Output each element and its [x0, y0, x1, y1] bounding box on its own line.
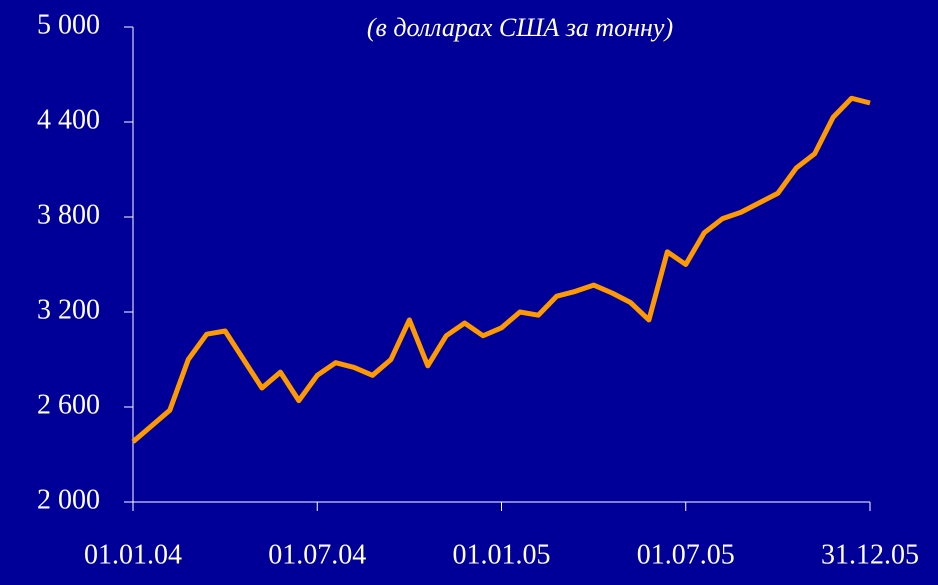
- y-tick-label: 2 600: [37, 389, 100, 420]
- x-tick-label: 01.01.04: [84, 539, 182, 570]
- line-series: [131, 95, 871, 444]
- chart-title: (в долларах США за тонну): [367, 13, 673, 42]
- x-tick-label: 01.07.04: [268, 539, 366, 570]
- x-tick-label: 01.07.05: [637, 539, 735, 570]
- y-tick-label: 3 800: [37, 199, 100, 230]
- x-tick-label: 31.12.05: [821, 539, 919, 570]
- y-tick-label: 5 000: [37, 9, 100, 40]
- y-tick-label: 4 400: [37, 104, 100, 135]
- y-tick-label: 3 200: [37, 294, 100, 325]
- y-tick-label: 2 000: [37, 484, 100, 515]
- x-tick-label: 01.01.05: [453, 539, 551, 570]
